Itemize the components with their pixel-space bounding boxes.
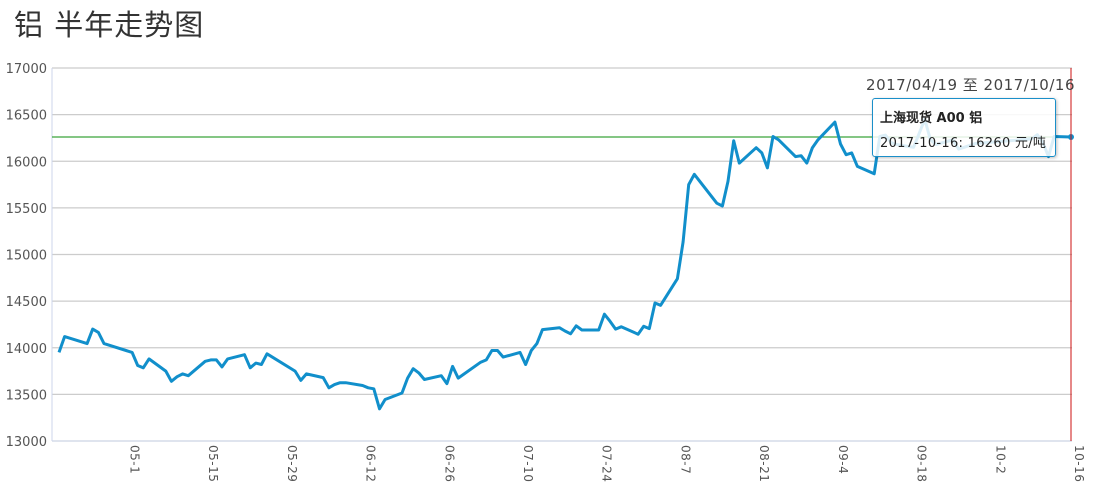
- tooltip-value: 2017-10-16: 16260 元/吨: [880, 136, 1047, 151]
- x-axis-ticks: 05-1 05-15 05-29 06-12 06-26 07-10 07-24 08-7 08…: [127, 445, 1086, 482]
- series-line: [57, 117, 1074, 411]
- x-tick-label: 09-18: [915, 445, 929, 482]
- y-tick-label: 16000: [6, 155, 47, 170]
- y-tick-label: 16500: [6, 109, 47, 124]
- x-tick-label: 05-29: [285, 445, 299, 482]
- x-tick-label: 10-16: [1072, 445, 1086, 482]
- x-tick-label: 06-12: [364, 445, 378, 482]
- x-tick-label: 08-7: [678, 445, 692, 474]
- x-tick-label: 05-1: [127, 445, 141, 474]
- x-tick-label: 06-26: [442, 445, 456, 482]
- x-tick-label: 07-24: [600, 445, 614, 482]
- axes: [51, 68, 1072, 442]
- y-tick-label: 14500: [6, 295, 47, 310]
- x-tick-label: 05-15: [206, 445, 220, 482]
- price-line: [57, 117, 1072, 411]
- y-tick-label: 17000: [6, 62, 47, 77]
- x-tick-label: 10-2: [993, 445, 1007, 474]
- x-tick-label: 08-21: [757, 445, 771, 482]
- x-tick-label: 07-10: [521, 445, 535, 482]
- y-tick-label: 14000: [6, 342, 47, 357]
- date-range-label: 2017/04/19 至 2017/10/16: [866, 76, 1075, 94]
- y-tick-label: 13000: [6, 435, 47, 450]
- tooltip-series-name: 上海现货 A00 铝: [880, 111, 983, 126]
- tooltip: 上海现货 A00 铝 2017-10-16: 16260 元/吨: [872, 98, 1056, 157]
- page-title: 铝 半年走势图: [14, 8, 205, 42]
- y-tick-label: 15000: [6, 249, 47, 264]
- y-axis-ticks: 13000 13500 14000 14500 15000 15500 16000 16500…: [6, 62, 47, 450]
- y-tick-label: 15500: [6, 202, 47, 217]
- y-tick-label: 13500: [6, 388, 47, 403]
- x-tick-label: 09-4: [836, 445, 850, 474]
